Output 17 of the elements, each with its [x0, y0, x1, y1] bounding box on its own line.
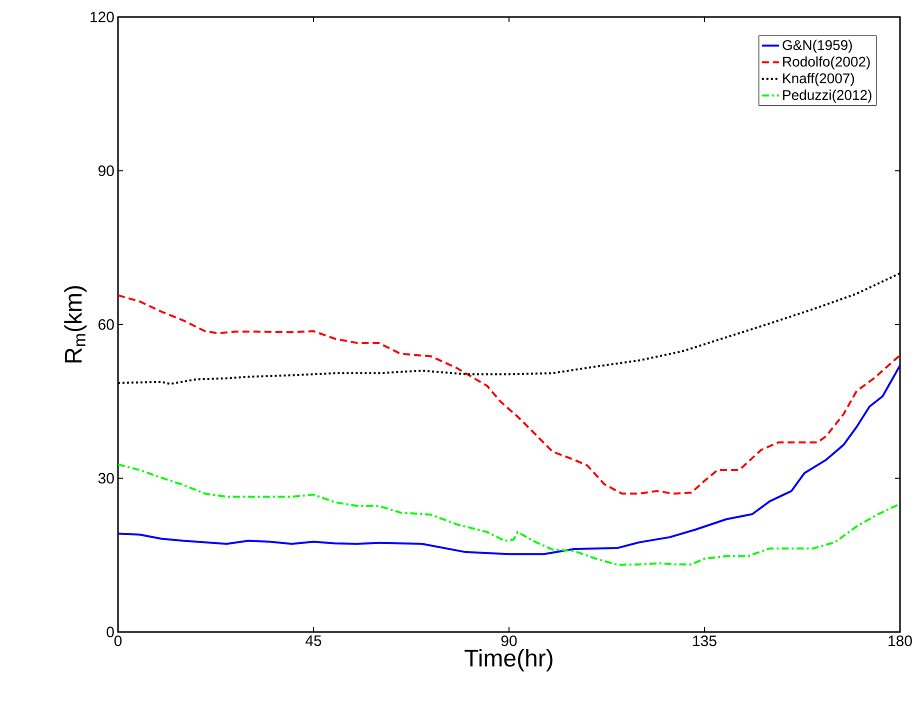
x-tick-label: 90 [501, 636, 517, 646]
x-tick-label: 180 [888, 636, 912, 646]
legend-label: G&N(1959) [782, 40, 852, 53]
y-tick-label: 30 [98, 472, 114, 484]
y-tick-label: 60 [98, 319, 114, 330]
y-axis-title: R$_{m}$(km) [64, 286, 87, 362]
x-axis-title: Time(hr) [464, 649, 552, 672]
y-tick-label: 0 [106, 626, 114, 638]
line-series [118, 364, 900, 556]
x-tick-label: 135 [693, 636, 716, 646]
x-tick-label: 45 [306, 636, 322, 646]
y-tick-label: 90 [98, 165, 114, 176]
x-tick-label: 0 [114, 636, 122, 646]
legend-label: Knaff(2007) [783, 73, 854, 86]
legend-label: Rodolfo(2002) [783, 56, 870, 70]
y-tick-label: 120 [90, 12, 114, 22]
legend-label: Peduzzi(2012) [783, 90, 872, 103]
